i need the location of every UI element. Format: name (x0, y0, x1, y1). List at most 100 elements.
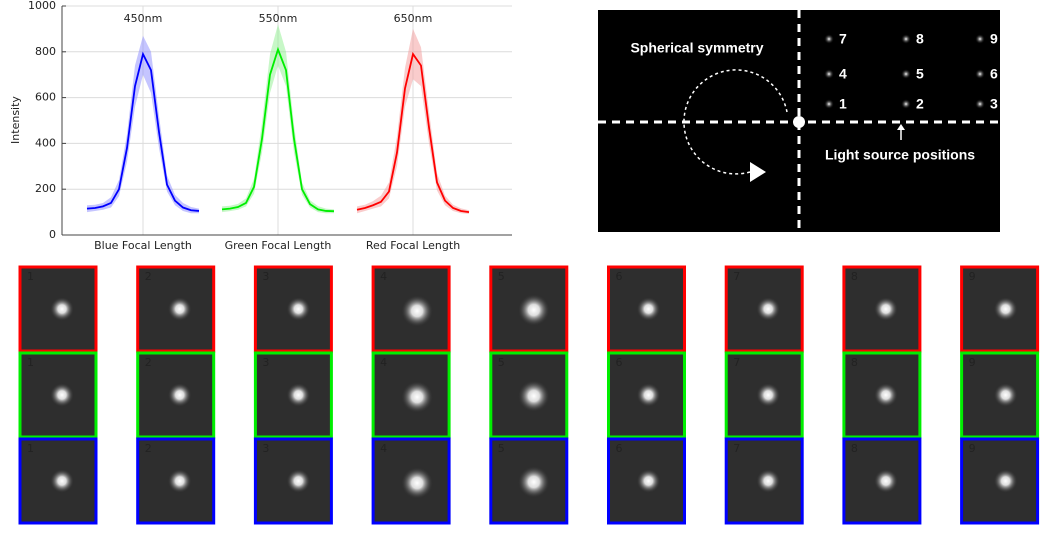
tile-label: 4 (380, 442, 387, 455)
light-spot (50, 383, 74, 407)
y-tick-label: 600 (35, 91, 56, 104)
tile-label: 1 (27, 270, 34, 283)
image-tile (253, 351, 333, 439)
tile-label: 8 (851, 270, 858, 283)
symmetry-label: Spherical symmetry (630, 40, 763, 56)
series-label: 550nm (259, 12, 298, 25)
image-tile (253, 437, 333, 525)
light-spot (401, 295, 434, 327)
light-source (824, 99, 834, 109)
position-label: 4 (839, 66, 847, 82)
light-spot (167, 297, 192, 321)
center-point (793, 116, 805, 128)
tile-label: 5 (498, 356, 505, 369)
light-spot (756, 469, 781, 493)
tile-label: 7 (733, 270, 740, 283)
position-label: 2 (916, 96, 924, 112)
tile-label: 9 (969, 270, 976, 283)
x-tick-label: Red Focal Length (366, 239, 460, 252)
tile-label: 7 (733, 442, 740, 455)
tile-label: 4 (380, 270, 387, 283)
tile-label: 9 (969, 356, 976, 369)
image-tile (18, 437, 98, 525)
line (356, 51, 470, 213)
y-tick-label: 0 (49, 228, 56, 241)
light-spot (50, 469, 74, 493)
position-label: 9 (990, 31, 998, 47)
position-label: 7 (839, 31, 847, 47)
light-source (901, 69, 911, 79)
band (87, 35, 199, 214)
light-spot (756, 297, 781, 321)
tile-label: 1 (27, 356, 34, 369)
y-tick-label: 1000 (28, 0, 56, 12)
line (221, 46, 335, 213)
light-spot (517, 294, 550, 326)
y-tick-label: 400 (35, 136, 56, 149)
tile-label: 1 (27, 442, 34, 455)
arrow-head (750, 162, 766, 182)
light-source (975, 99, 985, 109)
band (222, 24, 334, 214)
series-label: 450nm (124, 12, 163, 25)
tile-label: 2 (145, 356, 152, 369)
position-label: 6 (990, 66, 998, 82)
light-source (901, 34, 911, 44)
light-spot (50, 297, 74, 321)
light-spot (636, 383, 661, 407)
pointer-head (897, 124, 905, 130)
light-spot (873, 297, 898, 321)
rotation-arc (683, 69, 788, 175)
tile-label: 6 (616, 356, 623, 369)
tile-label: 2 (145, 270, 152, 283)
light-spot (401, 467, 434, 499)
x-tick-label: Blue Focal Length (94, 239, 192, 252)
position-label: 5 (916, 66, 924, 82)
light-spot (286, 383, 311, 407)
position-label: 1 (839, 96, 847, 112)
light-spot (286, 297, 311, 321)
tile-label: 3 (262, 442, 269, 455)
x-tick-label: Green Focal Length (225, 239, 332, 252)
y-tick-label: 200 (35, 182, 56, 195)
position-label: 3 (990, 96, 998, 112)
tile-label: 4 (380, 356, 387, 369)
tile-label: 3 (262, 270, 269, 283)
light-spot (636, 297, 661, 321)
light-source (975, 34, 985, 44)
light-spot (993, 383, 1018, 407)
tile-label: 2 (145, 442, 152, 455)
light-spot (517, 380, 550, 412)
tile-label: 3 (262, 356, 269, 369)
band (357, 28, 469, 214)
tile-label: 5 (498, 270, 505, 283)
light-spot (756, 383, 781, 407)
light-spot (993, 297, 1018, 321)
light-spot (873, 383, 898, 407)
light-spot (167, 469, 192, 493)
tile-label: 6 (616, 270, 623, 283)
image-tile (842, 437, 922, 525)
tile-label: 8 (851, 356, 858, 369)
y-tick-label: 800 (35, 45, 56, 58)
image-tile (136, 265, 216, 353)
image-tile (371, 437, 451, 525)
light-source (824, 34, 834, 44)
light-spot (993, 469, 1018, 493)
light-spot (873, 469, 898, 493)
light-spot (167, 383, 192, 407)
tile-label: 9 (969, 442, 976, 455)
y-axis-label: Intensity (9, 96, 22, 144)
light-spot (517, 466, 550, 498)
image-tile (253, 265, 333, 353)
light-source (901, 99, 911, 109)
tile-label: 8 (851, 442, 858, 455)
tile-label: 6 (616, 442, 623, 455)
diagram: Spherical symmetry Light source position… (598, 10, 1000, 232)
position-label: 8 (916, 31, 924, 47)
light-source (975, 69, 985, 79)
tile-label: 5 (498, 442, 505, 455)
light-spot (636, 469, 661, 493)
